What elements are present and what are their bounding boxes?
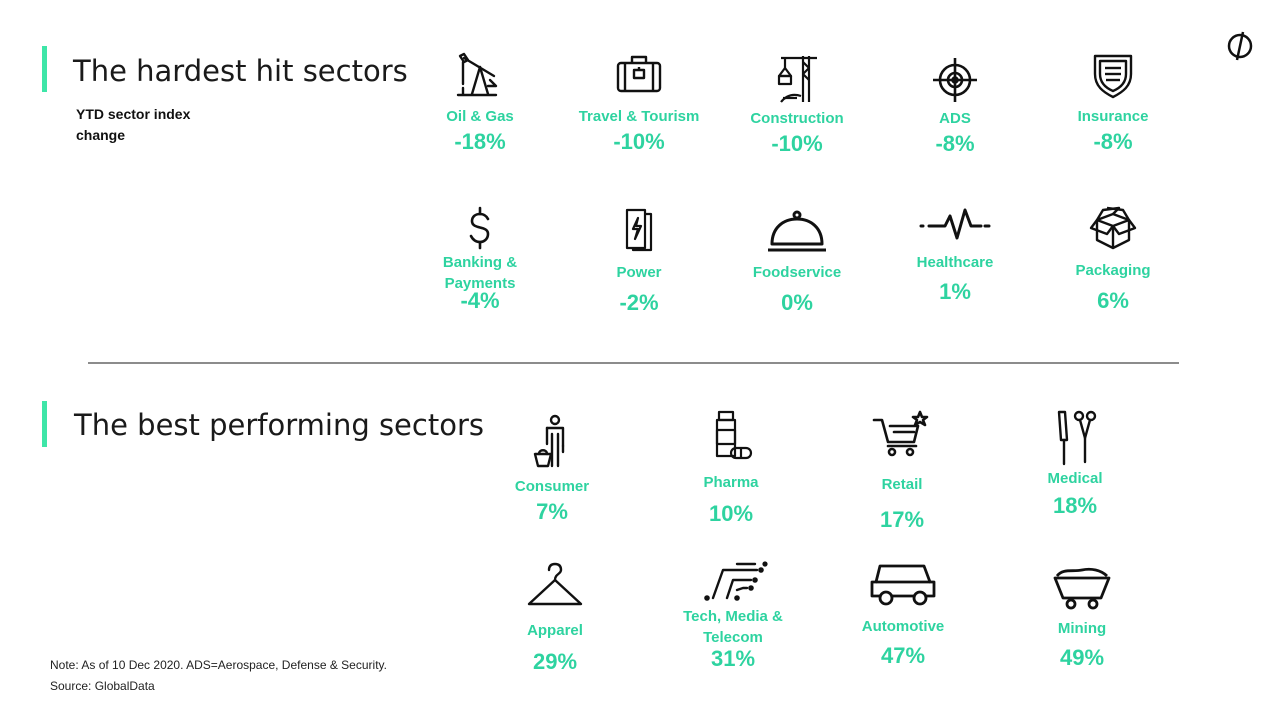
sector-name: Power — [616, 264, 662, 281]
sector-value: 0% — [781, 290, 813, 315]
shopping-cart-icon — [870, 410, 934, 460]
sector-tile-travel-tourism: Travel & Tourism -10% — [564, 50, 714, 155]
note-text: Note: As of 10 Dec 2020. ADS=Aerospace, … — [50, 658, 387, 672]
crane-icon — [767, 52, 827, 104]
sector-tile-tech-media-telecom: Tech, Media & Telecom 31% — [658, 558, 808, 672]
sector-value: 6% — [1097, 288, 1129, 313]
sector-name: Pharma — [703, 474, 759, 491]
circuit-icon — [693, 558, 773, 604]
sector-name: Banking & Payments — [442, 254, 518, 292]
footer-note: Note: As of 10 Dec 2020. ADS=Aerospace, … — [50, 655, 387, 697]
sector-name: Mining — [1057, 620, 1107, 637]
sector-tile-medical: Medical 18% — [1000, 406, 1150, 519]
sector-name: Construction — [750, 110, 844, 127]
sector-name: Packaging — [1075, 262, 1151, 279]
sector-value: 7% — [536, 499, 568, 524]
sector-tile-healthcare: Healthcare 1% — [880, 202, 1030, 305]
globaldata-logo-icon — [1224, 26, 1256, 66]
best-accent-bar — [42, 401, 47, 447]
sector-value: 17% — [879, 507, 925, 532]
sector-tile-construction: Construction -10% — [722, 52, 872, 157]
dollar-icon — [450, 206, 510, 250]
shopper-icon — [527, 414, 577, 470]
sector-name: Healthcare — [916, 254, 994, 271]
sector-name: Oil & Gas — [446, 108, 514, 125]
cloche-icon — [762, 206, 832, 256]
source-text: Source: GlobalData — [50, 679, 155, 693]
sector-name: Automotive — [861, 618, 945, 635]
car-icon — [866, 560, 940, 610]
sector-name: Retail — [881, 476, 923, 493]
hardest-subtitle: YTD sector index change — [76, 106, 191, 143]
pill-bottle-icon — [701, 408, 761, 464]
sector-value: 31% — [710, 646, 756, 671]
heartbeat-icon — [915, 202, 995, 248]
hanger-icon — [523, 560, 587, 610]
sector-name: Medical — [1047, 470, 1103, 487]
sector-tile-power: Power -2% — [564, 206, 714, 316]
sector-tile-banking-payments: Banking & Payments -4% — [405, 206, 555, 314]
hardest-section-title: The hardest hit sectors — [73, 54, 408, 88]
sector-value: -2% — [619, 290, 659, 315]
sector-tile-consumer: Consumer 7% — [477, 414, 627, 525]
sector-value: -18% — [454, 129, 506, 154]
box-icon — [1083, 204, 1143, 254]
crosshair-icon — [925, 52, 985, 104]
section-divider — [88, 362, 1179, 364]
sector-tile-insurance: Insurance -8% — [1038, 50, 1188, 155]
sector-value: -8% — [1093, 129, 1133, 154]
sector-value: 18% — [1052, 493, 1098, 518]
hardest-accent-bar — [42, 46, 47, 92]
mine-cart-icon — [1047, 562, 1117, 612]
sector-tile-oil-gas: Oil & Gas -18% — [405, 50, 555, 155]
suitcase-icon — [609, 50, 669, 102]
sector-value: -4% — [460, 288, 500, 313]
sector-value: -10% — [613, 129, 665, 154]
sector-value: 1% — [939, 279, 971, 304]
sector-tile-foodservice: Foodservice 0% — [722, 206, 872, 316]
sector-name: Insurance — [1077, 108, 1149, 125]
scalpel-scissors-icon — [1045, 406, 1105, 468]
sector-name: Apparel — [527, 622, 583, 639]
sector-value: 29% — [532, 649, 578, 674]
sector-tile-packaging: Packaging 6% — [1038, 204, 1188, 314]
sector-value: -10% — [771, 131, 823, 156]
sector-name: Consumer — [514, 478, 590, 495]
sector-tile-ads: ADS -8% — [880, 52, 1030, 157]
sector-value: 49% — [1059, 645, 1105, 670]
sector-name: Travel & Tourism — [578, 108, 700, 125]
best-section-title: The best performing sectors — [74, 408, 484, 442]
sector-tile-apparel: Apparel 29% — [480, 560, 630, 675]
sector-tile-retail: Retail 17% — [827, 410, 977, 533]
sector-name: ADS — [939, 110, 971, 127]
sector-name: Foodservice — [752, 264, 842, 281]
shield-icon — [1083, 50, 1143, 102]
sector-name: Tech, Media & Telecom — [683, 608, 783, 646]
sector-value: 10% — [708, 501, 754, 526]
oil-pump-icon — [450, 50, 510, 102]
battery-bolt-icon — [609, 206, 669, 254]
sector-value: -8% — [935, 131, 975, 156]
sector-tile-mining: Mining 49% — [1007, 562, 1157, 671]
sector-tile-automotive: Automotive 47% — [828, 560, 978, 669]
sector-value: 47% — [880, 643, 926, 668]
sector-tile-pharma: Pharma 10% — [656, 408, 806, 527]
